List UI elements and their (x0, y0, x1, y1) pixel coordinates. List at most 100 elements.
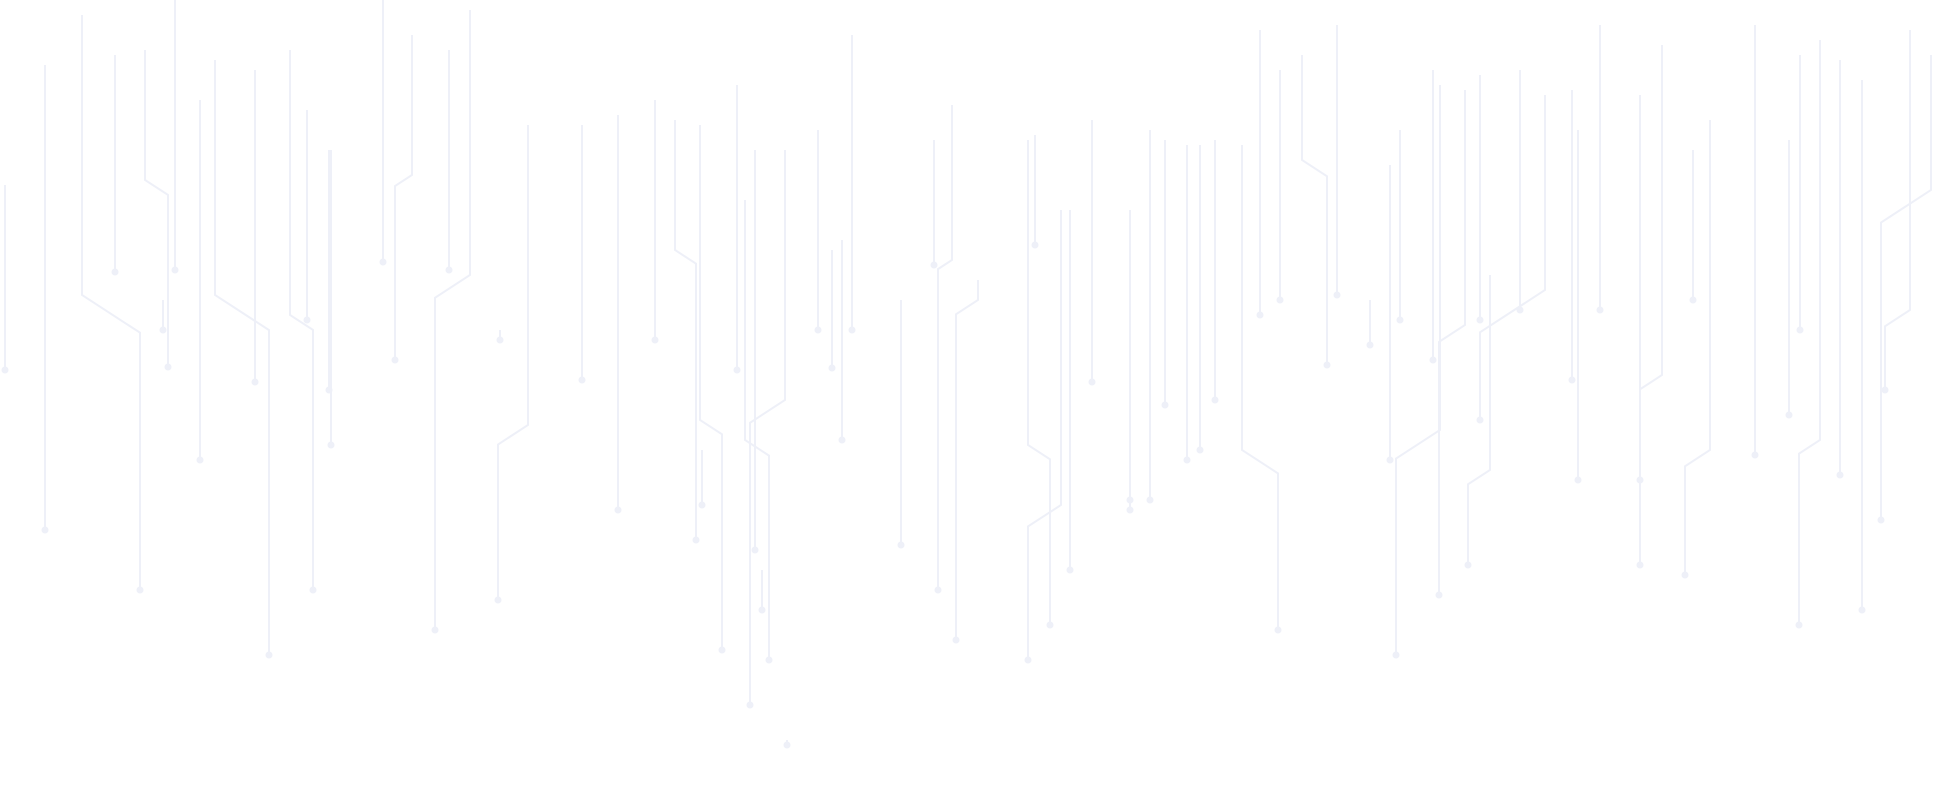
circuit-node-dot (1196, 446, 1204, 454)
circuit-node-dot (746, 701, 754, 709)
circuit-node-dot (1333, 291, 1341, 299)
circuit-node-dot (159, 326, 167, 334)
circuit-node-dot (1464, 561, 1472, 569)
circuit-node-dot (1066, 566, 1074, 574)
circuit-node-dot (265, 651, 273, 659)
circuit-node-dot (1276, 296, 1284, 304)
circuit-node-dot (1881, 386, 1889, 394)
circuit-node-dot (783, 741, 791, 749)
circuit-trace (749, 150, 786, 705)
circuit-node-dot (1877, 516, 1885, 524)
circuit-node-dot (1429, 356, 1437, 364)
circuit-trace (1684, 120, 1711, 575)
circuit-node-dot (733, 366, 741, 374)
circuit-trace (434, 10, 471, 630)
circuit-node-dot (1435, 591, 1443, 599)
circuit-node-dot (1366, 341, 1374, 349)
circuit-node-dot (1836, 471, 1844, 479)
circuit-trace (937, 105, 953, 590)
circuit-node-dot (1211, 396, 1219, 404)
circuit-node-dot (698, 501, 706, 509)
circuit-node-dot (136, 586, 144, 594)
circuit-node-dot (1858, 606, 1866, 614)
circuit-node-dot (1596, 306, 1604, 314)
circuit-node-dot (578, 376, 586, 384)
circuit-node-dot (1392, 651, 1400, 659)
circuit-node-dot (758, 606, 766, 614)
circuit-node-dot (1785, 411, 1793, 419)
circuit-trace (214, 60, 270, 655)
circuit-node-dot (171, 266, 179, 274)
circuit-node-dot (445, 266, 453, 274)
circuit-trace (144, 50, 169, 367)
circuit-node-dot (1636, 561, 1644, 569)
circuit-node-dot (496, 336, 504, 344)
circuit-trace (1884, 30, 1911, 390)
circuit-node-dot (1386, 456, 1394, 464)
circuit-node-dot (1088, 378, 1096, 386)
circuit-node-dot (1126, 496, 1134, 504)
circuit-node-dot (391, 356, 399, 364)
circuit-node-dot (765, 656, 773, 664)
circuit-node-dot (651, 336, 659, 344)
circuit-trace (744, 200, 770, 660)
circuit-node-dot (303, 316, 311, 324)
circuit-node-dot (930, 261, 938, 269)
circuit-trace (1467, 275, 1491, 565)
circuit-trace (1027, 210, 1062, 660)
circuit-node-dot (828, 364, 836, 372)
circuit-trace (1241, 145, 1279, 630)
circuit-node-dot (41, 526, 49, 534)
circuit-trace (289, 50, 314, 590)
circuit-node-dot (1476, 416, 1484, 424)
circuit-node-dot (1574, 476, 1582, 484)
circuit-node-dot (897, 541, 905, 549)
circuit-node-dot (1681, 571, 1689, 579)
circuit-node-dot (952, 636, 960, 644)
circuit-node-dot (1689, 296, 1697, 304)
circuit-node-dot (1256, 311, 1264, 319)
circuit-node-dot (1568, 376, 1576, 384)
circuit-node-dot (1046, 621, 1054, 629)
circuit-node-dot (431, 626, 439, 634)
circuit-trace (1798, 40, 1821, 625)
circuit-node-dot (251, 378, 259, 386)
circuit-node-dot (1024, 656, 1032, 664)
circuit-node-dot (111, 268, 119, 276)
circuit-node-dot (1396, 316, 1404, 324)
circuit-trace (1880, 55, 1932, 520)
circuit-node-dot (1031, 241, 1039, 249)
circuit-trace (81, 15, 141, 590)
circuit-trace (497, 125, 529, 600)
circuit-node-dot (1146, 496, 1154, 504)
circuit-node-dot (1751, 451, 1759, 459)
circuit-trace (394, 35, 413, 360)
circuit-trace (674, 120, 697, 540)
circuit-trace (1301, 55, 1328, 365)
circuit-trace (699, 125, 723, 650)
circuit-node-dot (1796, 326, 1804, 334)
circuit-node-dot (814, 326, 822, 334)
circuit-trace (1479, 95, 1546, 420)
circuit-node-dot (1126, 506, 1134, 514)
circuit-trace (1438, 90, 1466, 595)
circuit-node-dot (327, 441, 335, 449)
circuit-node-dot (196, 456, 204, 464)
circuit-node-dot (1161, 401, 1169, 409)
circuit-node-dot (379, 258, 387, 266)
circuit-trace (1395, 85, 1441, 655)
circuit-trace (955, 280, 979, 640)
circuit-node-dot (1274, 626, 1282, 634)
circuit-node-dot (614, 506, 622, 514)
circuit-trace (1639, 45, 1663, 565)
circuit-trace (1027, 140, 1051, 625)
circuit-node-dot (934, 586, 942, 594)
circuit-node-dot (848, 326, 856, 334)
circuit-node-dot (1, 366, 9, 374)
circuit-node-dot (1795, 621, 1803, 629)
circuit-node-dot (164, 363, 172, 371)
circuit-node-dot (718, 646, 726, 654)
circuit-node-dot (494, 596, 502, 604)
circuit-node-dot (751, 546, 759, 554)
